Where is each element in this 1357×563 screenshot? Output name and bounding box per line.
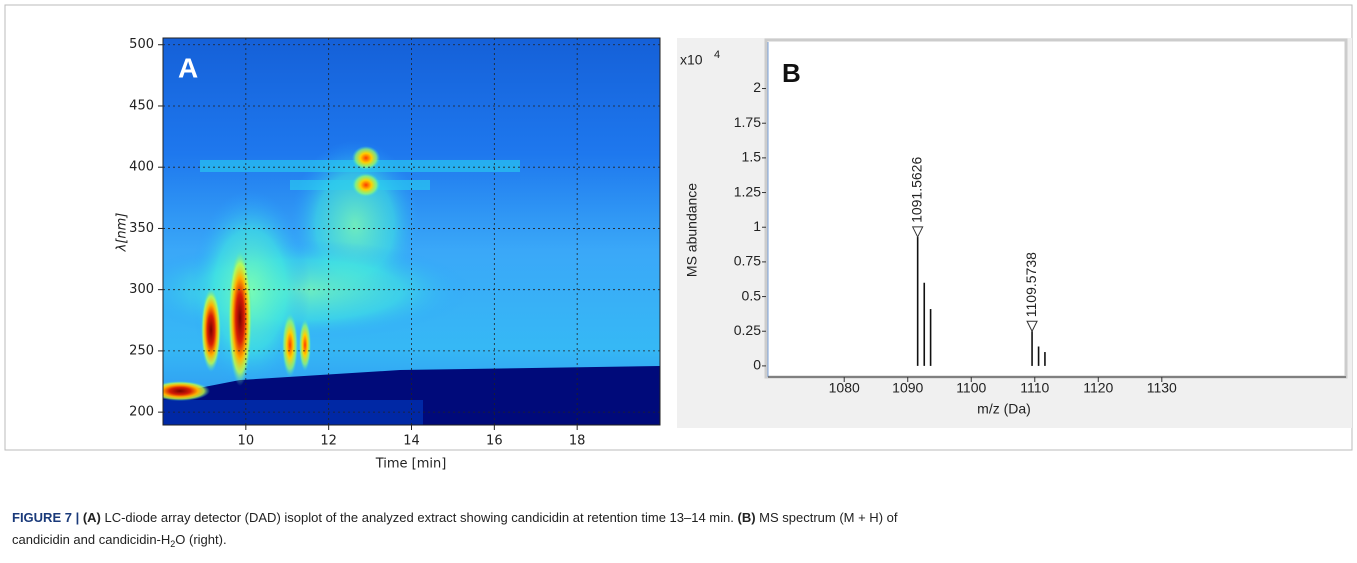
caption-text: O (right). (175, 532, 226, 547)
y-axis-label: λ[nm] (115, 213, 130, 253)
x-tick-label: 14 (403, 434, 420, 449)
panel-label: A (178, 52, 198, 83)
x-tick-label: 1110 (1020, 380, 1049, 396)
y-axis-label: MS abundance (684, 183, 700, 277)
y-scale-exponent: 4 (714, 49, 720, 61)
peak-label: 1109.5738 (1023, 252, 1039, 317)
caption-label: FIGURE 7 | (12, 510, 79, 525)
x-tick-label: 1120 (1083, 380, 1113, 396)
x-tick-label: 1100 (956, 380, 986, 396)
y-tick-label: 0.5 (742, 287, 762, 303)
x-tick-label: 1090 (892, 380, 923, 396)
y-tick-label: 200 (129, 405, 154, 420)
y-tick-label: 0.25 (734, 322, 761, 338)
y-tick-label: 1.5 (742, 149, 762, 165)
y-tick-label: 250 (129, 343, 154, 358)
y-tick-label: 400 (129, 160, 154, 175)
x-tick-label: 1130 (1147, 380, 1177, 396)
y-tick-label: 350 (129, 221, 154, 236)
caption: candicidin and candicidin-H2O (right). (12, 532, 227, 549)
y-tick-label: 500 (129, 37, 154, 52)
caption-text: MS spectrum (M + H) of (756, 510, 898, 525)
y-scale-label: x10 (680, 52, 703, 68)
x-tick-label: 18 (569, 434, 586, 449)
panel-label: B (782, 58, 801, 88)
caption-text: candicidin and candicidin-H (12, 532, 170, 547)
y-tick-label: 450 (129, 98, 154, 113)
caption-text: LC-diode array detector (DAD) isoplot of… (101, 510, 738, 525)
x-axis-label: Time [min] (375, 457, 447, 472)
peak-label: 1091.5626 (908, 157, 924, 223)
x-axis-label: m/z (Da) (977, 401, 1031, 417)
caption-tag: (A) (83, 510, 101, 525)
x-tick-label: 1080 (829, 380, 860, 396)
caption-subscript: 2 (170, 539, 175, 549)
y-tick-label: 0.75 (734, 253, 761, 269)
y-tick-label: 2 (753, 79, 761, 95)
isoplot (163, 38, 660, 425)
x-tick-label: 16 (486, 434, 503, 449)
y-tick-label: 1.75 (734, 114, 761, 130)
plot-frame (764, 38, 1348, 379)
y-tick-label: 300 (129, 282, 154, 297)
peak-marker (911, 226, 924, 239)
y-tick-label: 1 (753, 218, 761, 234)
y-tick-label: 1.25 (734, 183, 761, 199)
y-tick-label: 0 (753, 357, 761, 373)
caption-tag: (B) (737, 510, 755, 525)
x-tick-label: 10 (238, 434, 255, 449)
peak-marker (1026, 320, 1038, 333)
x-tick-label: 12 (320, 434, 337, 449)
caption: FIGURE 7 | (A) LC-diode array detector (… (12, 510, 898, 525)
